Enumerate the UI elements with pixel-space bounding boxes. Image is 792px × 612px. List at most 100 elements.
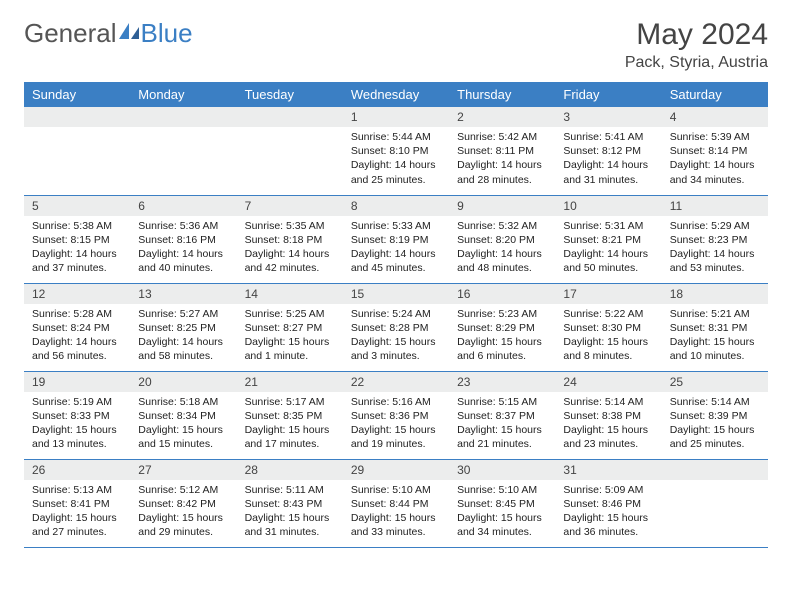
day-number: 5 xyxy=(24,196,130,216)
day-number: 16 xyxy=(449,284,555,304)
calendar-cell: 11Sunrise: 5:29 AMSunset: 8:23 PMDayligh… xyxy=(662,195,768,283)
daylight-text: Daylight: 14 hours and 28 minutes. xyxy=(457,158,547,186)
weekday-header: Friday xyxy=(555,82,661,107)
calendar-cell: 27Sunrise: 5:12 AMSunset: 8:42 PMDayligh… xyxy=(130,459,236,547)
daylight-text: Daylight: 15 hours and 27 minutes. xyxy=(32,511,122,539)
day-number: 19 xyxy=(24,372,130,392)
daylight-text: Daylight: 15 hours and 3 minutes. xyxy=(351,335,441,363)
day-number: 9 xyxy=(449,196,555,216)
daylight-text: Daylight: 15 hours and 21 minutes. xyxy=(457,423,547,451)
calendar-week-row: 5Sunrise: 5:38 AMSunset: 8:15 PMDaylight… xyxy=(24,195,768,283)
sunrise-text: Sunrise: 5:27 AM xyxy=(138,307,228,321)
day-number: 29 xyxy=(343,460,449,480)
calendar-cell xyxy=(24,107,130,195)
title-block: May 2024 Pack, Styria, Austria xyxy=(625,18,768,72)
sunrise-text: Sunrise: 5:10 AM xyxy=(457,483,547,497)
sunrise-text: Sunrise: 5:17 AM xyxy=(245,395,335,409)
sunrise-text: Sunrise: 5:19 AM xyxy=(32,395,122,409)
day-number: 6 xyxy=(130,196,236,216)
sunset-text: Sunset: 8:18 PM xyxy=(245,233,335,247)
calendar-cell: 29Sunrise: 5:10 AMSunset: 8:44 PMDayligh… xyxy=(343,459,449,547)
calendar-cell: 30Sunrise: 5:10 AMSunset: 8:45 PMDayligh… xyxy=(449,459,555,547)
daylight-text: Daylight: 15 hours and 19 minutes. xyxy=(351,423,441,451)
weekday-header: Tuesday xyxy=(237,82,343,107)
sunset-text: Sunset: 8:25 PM xyxy=(138,321,228,335)
daylight-text: Daylight: 15 hours and 6 minutes. xyxy=(457,335,547,363)
daylight-text: Daylight: 15 hours and 34 minutes. xyxy=(457,511,547,539)
day-content: Sunrise: 5:14 AMSunset: 8:39 PMDaylight:… xyxy=(662,392,768,458)
weekday-header-row: Sunday Monday Tuesday Wednesday Thursday… xyxy=(24,82,768,107)
daylight-text: Daylight: 15 hours and 1 minute. xyxy=(245,335,335,363)
day-number: 17 xyxy=(555,284,661,304)
calendar-cell: 23Sunrise: 5:15 AMSunset: 8:37 PMDayligh… xyxy=(449,371,555,459)
sunset-text: Sunset: 8:39 PM xyxy=(670,409,760,423)
daylight-text: Daylight: 15 hours and 23 minutes. xyxy=(563,423,653,451)
calendar-cell: 20Sunrise: 5:18 AMSunset: 8:34 PMDayligh… xyxy=(130,371,236,459)
sunrise-text: Sunrise: 5:33 AM xyxy=(351,219,441,233)
day-number: 15 xyxy=(343,284,449,304)
calendar-cell: 5Sunrise: 5:38 AMSunset: 8:15 PMDaylight… xyxy=(24,195,130,283)
day-content: Sunrise: 5:21 AMSunset: 8:31 PMDaylight:… xyxy=(662,304,768,370)
day-number: 12 xyxy=(24,284,130,304)
sunset-text: Sunset: 8:29 PM xyxy=(457,321,547,335)
sunset-text: Sunset: 8:41 PM xyxy=(32,497,122,511)
calendar-cell: 16Sunrise: 5:23 AMSunset: 8:29 PMDayligh… xyxy=(449,283,555,371)
day-content: Sunrise: 5:10 AMSunset: 8:44 PMDaylight:… xyxy=(343,480,449,546)
sunset-text: Sunset: 8:23 PM xyxy=(670,233,760,247)
calendar-cell: 22Sunrise: 5:16 AMSunset: 8:36 PMDayligh… xyxy=(343,371,449,459)
calendar-table: Sunday Monday Tuesday Wednesday Thursday… xyxy=(24,82,768,548)
daylight-text: Daylight: 15 hours and 33 minutes. xyxy=(351,511,441,539)
calendar-cell: 3Sunrise: 5:41 AMSunset: 8:12 PMDaylight… xyxy=(555,107,661,195)
weekday-header: Thursday xyxy=(449,82,555,107)
day-content: Sunrise: 5:32 AMSunset: 8:20 PMDaylight:… xyxy=(449,216,555,282)
day-number: 24 xyxy=(555,372,661,392)
logo-text-2: Blue xyxy=(141,18,193,48)
sunrise-text: Sunrise: 5:29 AM xyxy=(670,219,760,233)
day-content: Sunrise: 5:25 AMSunset: 8:27 PMDaylight:… xyxy=(237,304,343,370)
sunset-text: Sunset: 8:28 PM xyxy=(351,321,441,335)
day-content: Sunrise: 5:29 AMSunset: 8:23 PMDaylight:… xyxy=(662,216,768,282)
daylight-text: Daylight: 14 hours and 58 minutes. xyxy=(138,335,228,363)
day-number: 11 xyxy=(662,196,768,216)
day-number: 26 xyxy=(24,460,130,480)
sunset-text: Sunset: 8:30 PM xyxy=(563,321,653,335)
sunset-text: Sunset: 8:46 PM xyxy=(563,497,653,511)
day-content: Sunrise: 5:15 AMSunset: 8:37 PMDaylight:… xyxy=(449,392,555,458)
daylight-text: Daylight: 15 hours and 29 minutes. xyxy=(138,511,228,539)
day-content: Sunrise: 5:36 AMSunset: 8:16 PMDaylight:… xyxy=(130,216,236,282)
sunset-text: Sunset: 8:10 PM xyxy=(351,144,441,158)
sunrise-text: Sunrise: 5:12 AM xyxy=(138,483,228,497)
day-number: 3 xyxy=(555,107,661,127)
daylight-text: Daylight: 15 hours and 10 minutes. xyxy=(670,335,760,363)
day-number: 13 xyxy=(130,284,236,304)
calendar-cell: 21Sunrise: 5:17 AMSunset: 8:35 PMDayligh… xyxy=(237,371,343,459)
sunrise-text: Sunrise: 5:09 AM xyxy=(563,483,653,497)
sunrise-text: Sunrise: 5:18 AM xyxy=(138,395,228,409)
sunset-text: Sunset: 8:38 PM xyxy=(563,409,653,423)
sunset-text: Sunset: 8:45 PM xyxy=(457,497,547,511)
sunset-text: Sunset: 8:15 PM xyxy=(32,233,122,247)
sunrise-text: Sunrise: 5:41 AM xyxy=(563,130,653,144)
sunrise-text: Sunrise: 5:32 AM xyxy=(457,219,547,233)
sunrise-text: Sunrise: 5:10 AM xyxy=(351,483,441,497)
day-number: 27 xyxy=(130,460,236,480)
daylight-text: Daylight: 15 hours and 36 minutes. xyxy=(563,511,653,539)
sunset-text: Sunset: 8:42 PM xyxy=(138,497,228,511)
weekday-header: Saturday xyxy=(662,82,768,107)
day-number: 8 xyxy=(343,196,449,216)
day-content: Sunrise: 5:42 AMSunset: 8:11 PMDaylight:… xyxy=(449,127,555,193)
daylight-text: Daylight: 14 hours and 25 minutes. xyxy=(351,158,441,186)
weekday-header: Sunday xyxy=(24,82,130,107)
day-content: Sunrise: 5:33 AMSunset: 8:19 PMDaylight:… xyxy=(343,216,449,282)
daylight-text: Daylight: 14 hours and 53 minutes. xyxy=(670,247,760,275)
sunset-text: Sunset: 8:24 PM xyxy=(32,321,122,335)
calendar-cell: 1Sunrise: 5:44 AMSunset: 8:10 PMDaylight… xyxy=(343,107,449,195)
day-content: Sunrise: 5:11 AMSunset: 8:43 PMDaylight:… xyxy=(237,480,343,546)
day-content: Sunrise: 5:44 AMSunset: 8:10 PMDaylight:… xyxy=(343,127,449,193)
logo-text-1: General xyxy=(24,18,117,49)
calendar-cell: 2Sunrise: 5:42 AMSunset: 8:11 PMDaylight… xyxy=(449,107,555,195)
calendar-cell: 18Sunrise: 5:21 AMSunset: 8:31 PMDayligh… xyxy=(662,283,768,371)
sunrise-text: Sunrise: 5:14 AM xyxy=(670,395,760,409)
day-content: Sunrise: 5:23 AMSunset: 8:29 PMDaylight:… xyxy=(449,304,555,370)
day-content: Sunrise: 5:12 AMSunset: 8:42 PMDaylight:… xyxy=(130,480,236,546)
